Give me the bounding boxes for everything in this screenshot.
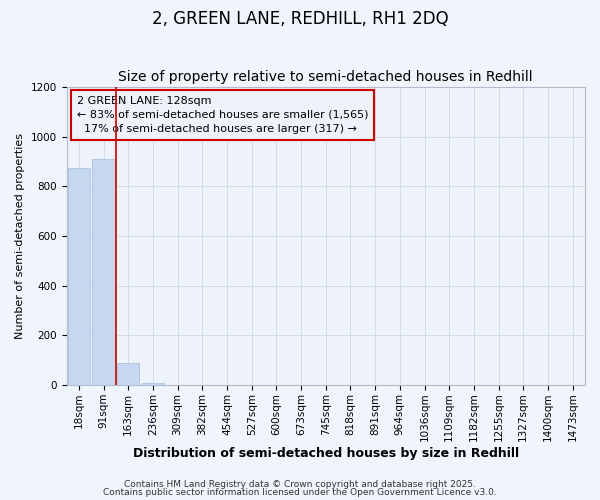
Text: Contains public sector information licensed under the Open Government Licence v3: Contains public sector information licen… <box>103 488 497 497</box>
X-axis label: Distribution of semi-detached houses by size in Redhill: Distribution of semi-detached houses by … <box>133 447 519 460</box>
Bar <box>68 168 90 385</box>
Text: Contains HM Land Registry data © Crown copyright and database right 2025.: Contains HM Land Registry data © Crown c… <box>124 480 476 489</box>
Bar <box>92 159 115 385</box>
Text: 2, GREEN LANE, REDHILL, RH1 2DQ: 2, GREEN LANE, REDHILL, RH1 2DQ <box>152 10 448 28</box>
Title: Size of property relative to semi-detached houses in Redhill: Size of property relative to semi-detach… <box>118 70 533 85</box>
Y-axis label: Number of semi-detached properties: Number of semi-detached properties <box>15 133 25 339</box>
Text: 2 GREEN LANE: 128sqm
← 83% of semi-detached houses are smaller (1,565)
  17% of : 2 GREEN LANE: 128sqm ← 83% of semi-detac… <box>77 96 368 134</box>
Bar <box>117 362 139 385</box>
Bar <box>142 383 164 385</box>
